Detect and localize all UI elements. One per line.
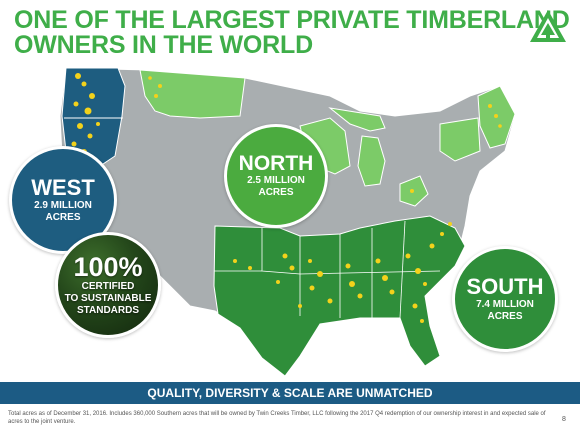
certified-line-2: TO SUSTAINABLE [64, 293, 152, 304]
south-region [213, 215, 466, 377]
north-region-acres-unit: ACRES [258, 187, 294, 198]
north-michigan-lower [357, 135, 386, 187]
certified-line-1: CERTIFIED [81, 281, 135, 292]
north-michigan [328, 107, 386, 132]
title-line-2: OWNERS IN THE WORLD [14, 31, 313, 59]
south-state-lines [214, 220, 441, 319]
south-region-acres-unit: ACRES [487, 311, 523, 322]
weyerhaeuser-logo-icon [530, 10, 566, 42]
certified-line-3: STANDARDS [76, 305, 140, 316]
page-number: 8 [562, 416, 566, 423]
north-region-acres: 2.5 MILLION [247, 175, 305, 186]
north-montana [139, 69, 246, 119]
tagline-banner: QUALITY, DIVERSITY & SCALE ARE UNMATCHED [0, 382, 580, 404]
north-new-york [439, 117, 481, 162]
north-region-badge: NORTH 2.5 MILLION ACRES [224, 124, 328, 228]
title-line-1: ONE OF THE LARGEST PRIVATE TIMBERLAND [14, 6, 570, 34]
west-region-name: WEST [31, 175, 95, 200]
north-region-name: NORTH [238, 152, 314, 175]
certified-badge: 100% CERTIFIED TO SUSTAINABLE STANDARDS [55, 232, 161, 338]
south-region-badge: SOUTH 7.4 MILLION ACRES [452, 246, 558, 352]
west-region-acres-unit: ACRES [45, 212, 81, 223]
page-title: ONE OF THE LARGEST PRIVATE TIMBERLAND OW… [14, 6, 570, 59]
west-region-acres: 2.9 MILLION [34, 200, 92, 211]
south-region-acres: 7.4 MILLION [476, 299, 534, 310]
certified-percent: 100% [73, 252, 143, 282]
tagline-text: QUALITY, DIVERSITY & SCALE ARE UNMATCHED [147, 386, 433, 400]
footnote: Total acres as of December 31, 2016. Inc… [8, 411, 546, 425]
south-region-name: SOUTH [466, 274, 544, 299]
west-region [61, 67, 126, 167]
